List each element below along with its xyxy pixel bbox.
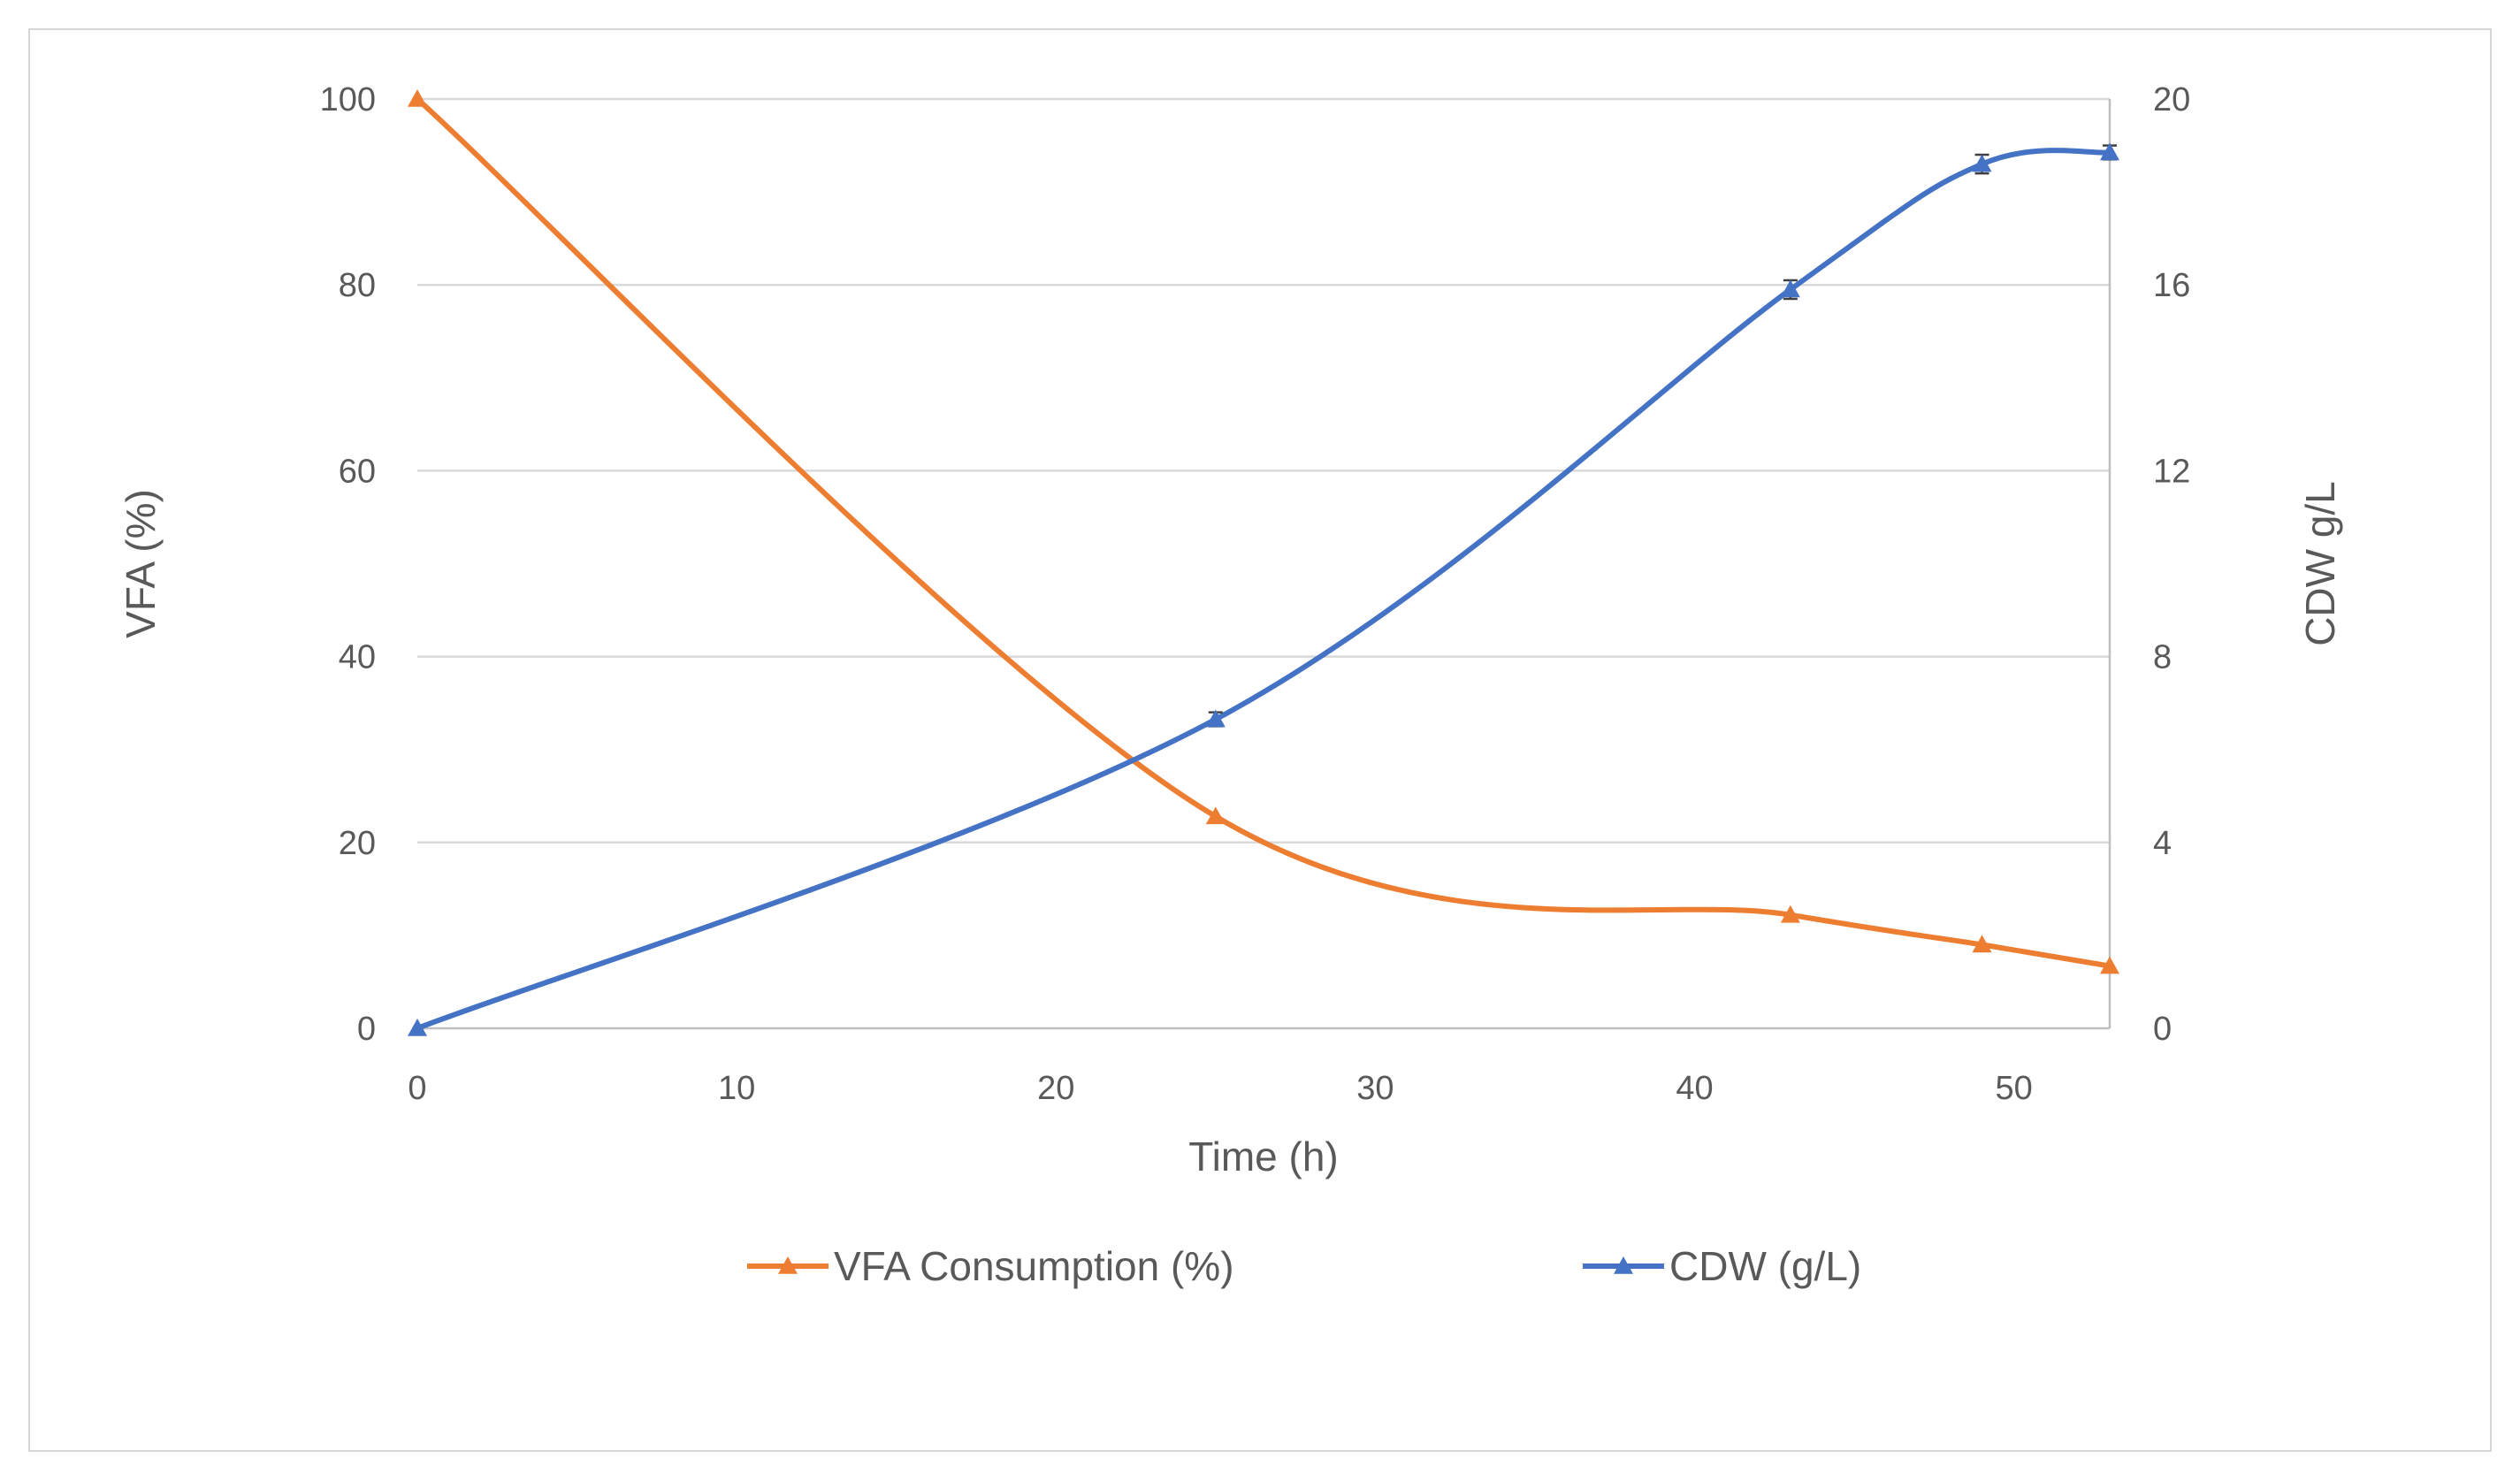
y2-tick-label: 4 — [2153, 825, 2172, 862]
y2-tick-label: 0 — [2153, 1011, 2172, 1048]
series-line-cdw — [415, 148, 2112, 1031]
x-tick-label: 0 — [408, 1070, 426, 1107]
data-point-cdw — [1972, 154, 1992, 172]
data-point-cdw — [2100, 142, 2119, 161]
x-tick-label: 10 — [718, 1070, 755, 1107]
data-point-vfa — [1780, 905, 1800, 923]
data-point-vfa — [2100, 956, 2119, 974]
data-point-cdw — [1780, 279, 1800, 298]
y-tick-label: 0 — [357, 1011, 376, 1048]
y2-tick-label: 8 — [2153, 639, 2172, 676]
x-tick-label: 30 — [1356, 1070, 1394, 1107]
y2-tick-label: 16 — [2153, 267, 2190, 304]
y-tick-label: 40 — [339, 639, 376, 676]
gridlines — [417, 97, 2110, 844]
y-tick-label: 60 — [339, 453, 376, 490]
legend-marker-cdw — [1614, 1256, 1633, 1274]
data-point-vfa — [1972, 935, 1992, 953]
data-point-vfa — [1205, 806, 1226, 825]
series-layer — [408, 89, 2119, 1036]
y2-axis-title: CDW g/L — [2297, 481, 2343, 646]
series-line-vfa — [415, 96, 2112, 969]
x-tick-label: 40 — [1676, 1070, 1713, 1107]
legend-label-cdw: CDW (g/L) — [1669, 1243, 1861, 1289]
y-tick-label: 20 — [339, 825, 376, 862]
legend-marker-vfa — [778, 1256, 798, 1274]
tick-labels: 0 20 40 60 80 100 0 4 8 12 16 20 0 10 20 30 40 50 — [320, 81, 2191, 1107]
legend: VFA Consumption (%) CDW (g/L) — [747, 1243, 1861, 1289]
legend-label-vfa: VFA Consumption (%) — [834, 1243, 1234, 1289]
chart-frame — [28, 28, 2492, 1452]
y-axis-title: VFA (%) — [118, 489, 164, 638]
data-point-vfa — [408, 89, 427, 107]
data-point-cdw — [408, 1019, 427, 1036]
data-point-cdw — [1205, 709, 1226, 728]
x-tick-label: 50 — [1996, 1070, 2033, 1107]
x-axis-title: Time (h) — [1188, 1134, 1339, 1179]
y-tick-label: 100 — [320, 81, 376, 118]
x-tick-label: 20 — [1037, 1070, 1074, 1107]
y-tick-label: 80 — [339, 267, 376, 304]
y2-tick-label: 20 — [2153, 81, 2190, 118]
axes — [417, 99, 2111, 1030]
y2-tick-label: 12 — [2153, 453, 2190, 490]
